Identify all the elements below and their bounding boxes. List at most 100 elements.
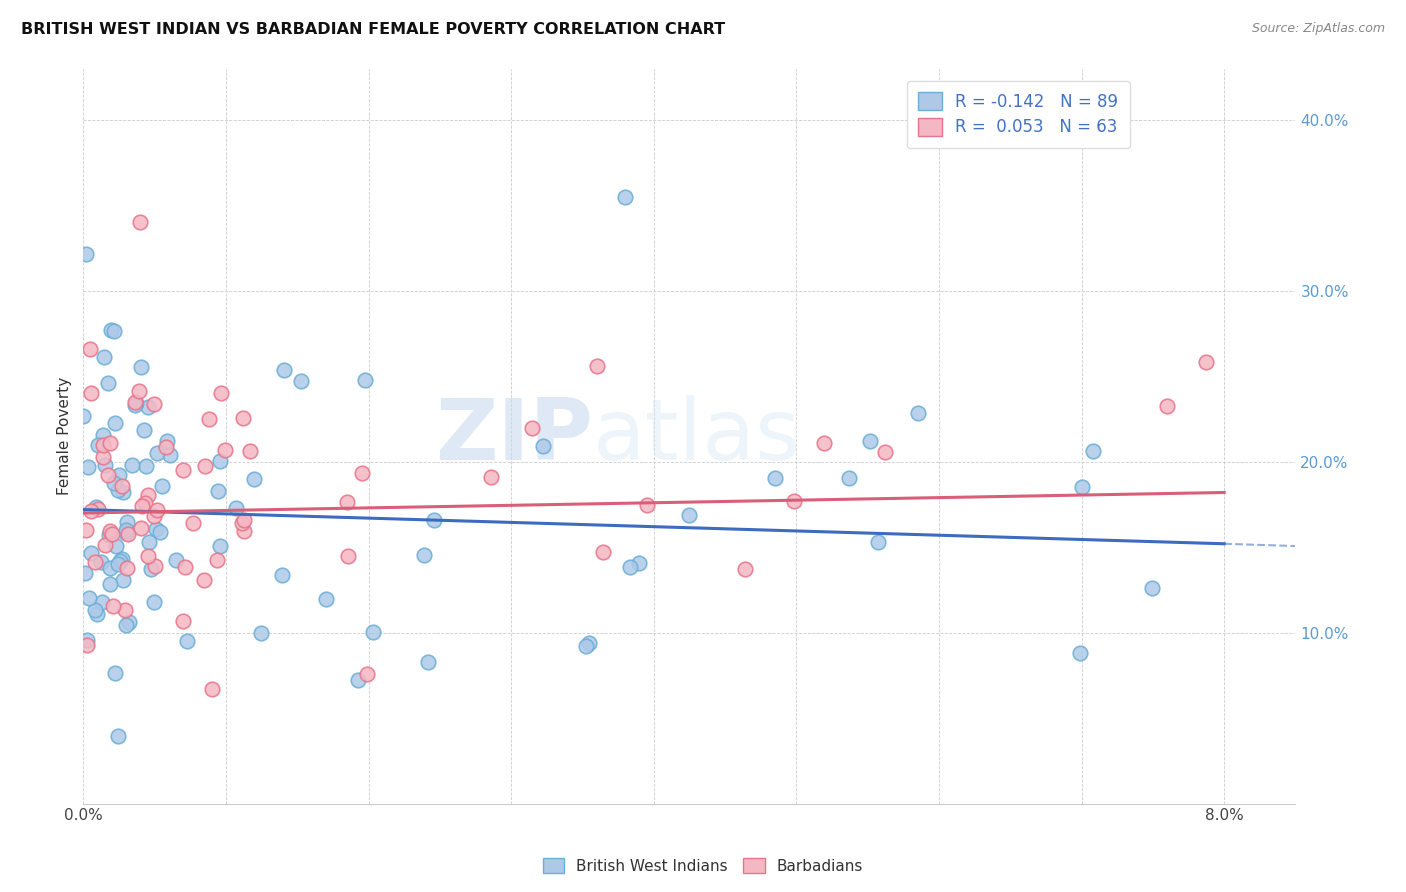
Point bbox=[1069, 646, 1091, 660]
Point bbox=[873, 444, 896, 458]
Point bbox=[813, 435, 835, 450]
Point bbox=[107, 483, 129, 497]
Point bbox=[114, 523, 136, 537]
Point bbox=[155, 440, 177, 454]
Point bbox=[146, 503, 169, 517]
Point bbox=[111, 478, 134, 492]
Point bbox=[93, 450, 115, 464]
Point bbox=[107, 557, 129, 571]
Point bbox=[142, 595, 165, 609]
Text: Source: ZipAtlas.com: Source: ZipAtlas.com bbox=[1251, 22, 1385, 36]
Point bbox=[1083, 443, 1105, 458]
Point bbox=[614, 190, 637, 204]
Point bbox=[361, 625, 384, 640]
Point bbox=[271, 568, 294, 582]
Point bbox=[1156, 399, 1178, 413]
Point bbox=[83, 555, 105, 569]
Point bbox=[93, 538, 115, 552]
Point bbox=[87, 502, 110, 516]
Point bbox=[239, 444, 262, 458]
Point bbox=[575, 640, 598, 654]
Point bbox=[176, 634, 198, 648]
Point bbox=[128, 384, 150, 398]
Point bbox=[75, 524, 97, 538]
Point bbox=[91, 428, 114, 442]
Point bbox=[110, 553, 132, 567]
Point bbox=[209, 540, 232, 554]
Point bbox=[90, 595, 112, 609]
Point bbox=[352, 466, 374, 480]
Point bbox=[479, 469, 502, 483]
Point bbox=[114, 603, 136, 617]
Point bbox=[76, 633, 98, 648]
Point bbox=[174, 559, 197, 574]
Point bbox=[121, 458, 143, 473]
Point bbox=[145, 558, 167, 573]
Point bbox=[336, 495, 359, 509]
Point bbox=[1070, 480, 1092, 494]
Point bbox=[141, 562, 163, 576]
Point bbox=[347, 673, 370, 688]
Point bbox=[678, 508, 700, 523]
Point bbox=[104, 665, 127, 680]
Point bbox=[94, 458, 117, 472]
Point bbox=[77, 591, 100, 605]
Point bbox=[586, 359, 609, 374]
Point bbox=[193, 574, 215, 588]
Point bbox=[108, 467, 131, 482]
Point bbox=[80, 386, 103, 401]
Point bbox=[734, 562, 756, 576]
Point bbox=[98, 524, 121, 538]
Point bbox=[214, 443, 236, 458]
Point bbox=[91, 438, 114, 452]
Point bbox=[336, 549, 359, 563]
Point bbox=[80, 504, 103, 518]
Point bbox=[103, 324, 125, 338]
Text: ZIP: ZIP bbox=[434, 394, 592, 477]
Point bbox=[232, 411, 254, 425]
Point bbox=[134, 423, 156, 437]
Point bbox=[86, 500, 108, 514]
Point bbox=[131, 521, 153, 535]
Point bbox=[93, 350, 115, 364]
Legend: R = -0.142   N = 89, R =  0.053   N = 63: R = -0.142 N = 89, R = 0.053 N = 63 bbox=[907, 80, 1129, 148]
Point bbox=[592, 545, 614, 559]
Point bbox=[315, 592, 337, 607]
Point bbox=[907, 407, 929, 421]
Point bbox=[111, 552, 134, 566]
Point bbox=[138, 534, 160, 549]
Point bbox=[172, 463, 194, 477]
Point bbox=[114, 618, 136, 632]
Point bbox=[129, 360, 152, 375]
Point bbox=[86, 607, 108, 621]
Point bbox=[165, 553, 187, 567]
Point bbox=[100, 527, 122, 541]
Point bbox=[290, 374, 312, 388]
Point bbox=[172, 615, 194, 629]
Point bbox=[143, 397, 166, 411]
Y-axis label: Female Poverty: Female Poverty bbox=[58, 377, 72, 495]
Point bbox=[90, 555, 112, 569]
Point bbox=[763, 471, 786, 485]
Point bbox=[520, 421, 543, 435]
Point bbox=[114, 525, 136, 540]
Point bbox=[73, 566, 96, 580]
Point bbox=[107, 729, 129, 743]
Point bbox=[136, 549, 159, 563]
Point bbox=[98, 528, 121, 542]
Point bbox=[75, 247, 97, 261]
Point bbox=[194, 459, 217, 474]
Point bbox=[134, 496, 156, 510]
Point bbox=[111, 573, 134, 587]
Point bbox=[422, 513, 444, 527]
Point bbox=[838, 471, 860, 485]
Point bbox=[124, 398, 146, 412]
Point bbox=[209, 386, 232, 401]
Point bbox=[159, 448, 181, 462]
Point bbox=[117, 526, 139, 541]
Point bbox=[97, 376, 120, 390]
Point bbox=[225, 501, 247, 516]
Point bbox=[273, 363, 295, 377]
Point bbox=[100, 323, 122, 337]
Point bbox=[145, 522, 167, 536]
